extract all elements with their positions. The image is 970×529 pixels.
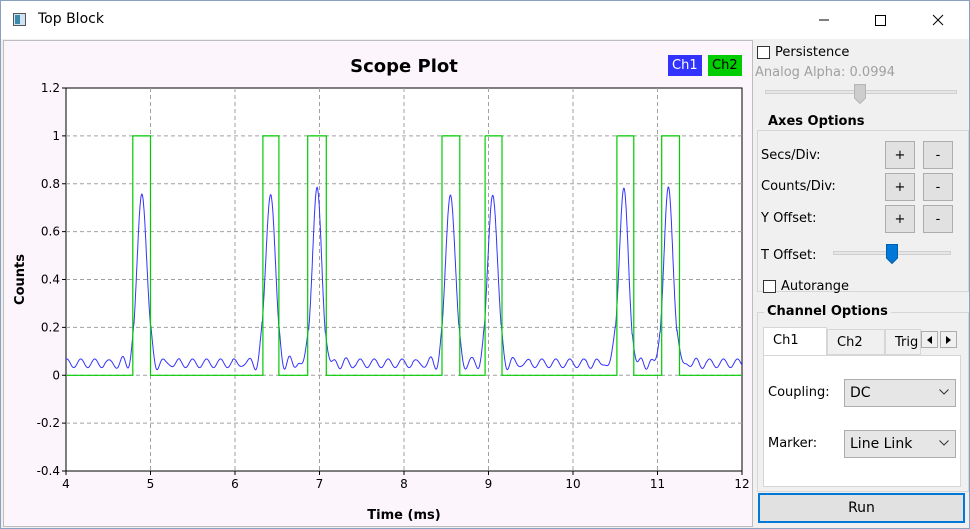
secs-div-plus-button[interactable]: + xyxy=(885,141,915,169)
minimize-button[interactable] xyxy=(801,1,847,39)
tab-ch2[interactable]: Ch2 xyxy=(827,329,885,355)
arrow-left-icon xyxy=(926,335,932,344)
app-icon xyxy=(13,13,26,26)
y-tick-label: -0.4 xyxy=(37,464,60,478)
chevron-down-icon xyxy=(939,440,949,446)
x-tick-label: 11 xyxy=(650,477,665,491)
scope-plot-area[interactable]: 4 5 6 7 8 9 10 11 12 -0.4 -0.2 0 0.2 0.4 0.6 0.8 1 1.2 Sco… xyxy=(3,40,753,527)
y-tick-label: 0 xyxy=(52,368,60,382)
y-offset-plus-button[interactable]: + xyxy=(885,205,915,233)
x-tick-label: 8 xyxy=(400,477,408,491)
tab-trig[interactable]: Trig xyxy=(885,329,921,355)
x-tick-label: 4 xyxy=(62,477,70,491)
y-offset-minus-button[interactable]: - xyxy=(923,205,953,233)
chevron-down-icon xyxy=(939,389,949,395)
axes-options-title: Axes Options xyxy=(765,114,868,129)
scope-chart: 4 5 6 7 8 9 10 11 12 -0.4 -0.2 0 0.2 0.4 0.6 0.8 1 1.2 Sco… xyxy=(13,56,750,523)
x-tick-label: 5 xyxy=(147,477,155,491)
coupling-value: DC xyxy=(850,385,871,401)
counts-div-plus-button[interactable]: + xyxy=(885,173,915,201)
ch1-series-line xyxy=(65,186,743,371)
arrow-right-icon xyxy=(945,335,951,344)
ch1-tab-page: Coupling: DC Marker: Line Link xyxy=(763,355,961,487)
window-title: Top Block xyxy=(38,11,104,27)
marker-label: Marker: xyxy=(768,436,818,451)
secs-div-label: Secs/Div: xyxy=(761,148,821,163)
maximize-button[interactable] xyxy=(857,1,903,39)
axes-options-group xyxy=(757,130,969,292)
y-tick-label: 0.4 xyxy=(41,273,60,287)
y-tick-label: -0.2 xyxy=(37,416,60,430)
counts-div-label: Counts/Div: xyxy=(761,179,836,194)
run-button[interactable]: Run xyxy=(758,493,965,523)
autorange-checkbox-row[interactable]: Autorange xyxy=(763,279,849,294)
y-tick-label: 0.2 xyxy=(41,320,60,334)
y-axis-label: Counts xyxy=(13,254,28,305)
persistence-checkbox-row[interactable]: Persistence xyxy=(757,45,849,60)
analog-alpha-label: Analog Alpha: 0.0994 xyxy=(755,65,896,80)
chart-title: Scope Plot xyxy=(350,56,458,77)
tab-scroll-left-button[interactable] xyxy=(921,331,938,348)
x-tick-label: 10 xyxy=(565,477,580,491)
legend-ch1[interactable]: Ch1 xyxy=(668,55,702,76)
autorange-checkbox[interactable] xyxy=(763,280,776,293)
x-tick-label: 9 xyxy=(485,477,493,491)
y-tick-label: 0.8 xyxy=(41,177,60,191)
minimize-icon xyxy=(819,19,829,21)
autorange-label: Autorange xyxy=(781,279,849,294)
title-bar: Top Block xyxy=(1,1,969,39)
tab-scroll-right-button[interactable] xyxy=(940,331,957,348)
legend-ch2[interactable]: Ch2 xyxy=(708,55,742,76)
tab-ch1[interactable]: Ch1 xyxy=(763,327,827,355)
x-tick-label: 6 xyxy=(231,477,239,491)
x-tick-label: 7 xyxy=(316,477,324,491)
y-tick-label: 0.6 xyxy=(41,225,60,239)
counts-div-minus-button[interactable]: - xyxy=(923,173,953,201)
channel-options-title: Channel Options xyxy=(764,304,891,319)
x-axis-label: Time (ms) xyxy=(367,508,440,523)
y-tick-label: 1 xyxy=(52,129,60,143)
analog-alpha-slider-handle[interactable] xyxy=(854,84,866,104)
coupling-select[interactable]: DC xyxy=(844,379,956,407)
t-offset-label: T Offset: xyxy=(761,248,817,263)
ch2-series-line xyxy=(66,135,742,376)
secs-div-minus-button[interactable]: - xyxy=(923,141,953,169)
y-offset-label: Y Offset: xyxy=(761,211,817,226)
x-tick-label: 12 xyxy=(734,477,749,491)
close-icon xyxy=(932,14,944,26)
marker-value: Line Link xyxy=(850,436,913,452)
persistence-checkbox[interactable] xyxy=(757,46,770,59)
marker-select[interactable]: Line Link xyxy=(844,430,956,458)
y-tick-label: 1.2 xyxy=(41,81,60,95)
close-button[interactable] xyxy=(915,1,961,39)
t-offset-slider-handle[interactable] xyxy=(886,244,898,264)
maximize-icon xyxy=(875,15,886,26)
channel-tabs: Ch1 Ch2 Trig xyxy=(763,327,961,355)
coupling-label: Coupling: xyxy=(768,385,830,400)
control-panel: Persistence Analog Alpha: 0.0994 Axes Op… xyxy=(755,40,969,527)
persistence-label: Persistence xyxy=(775,45,850,60)
